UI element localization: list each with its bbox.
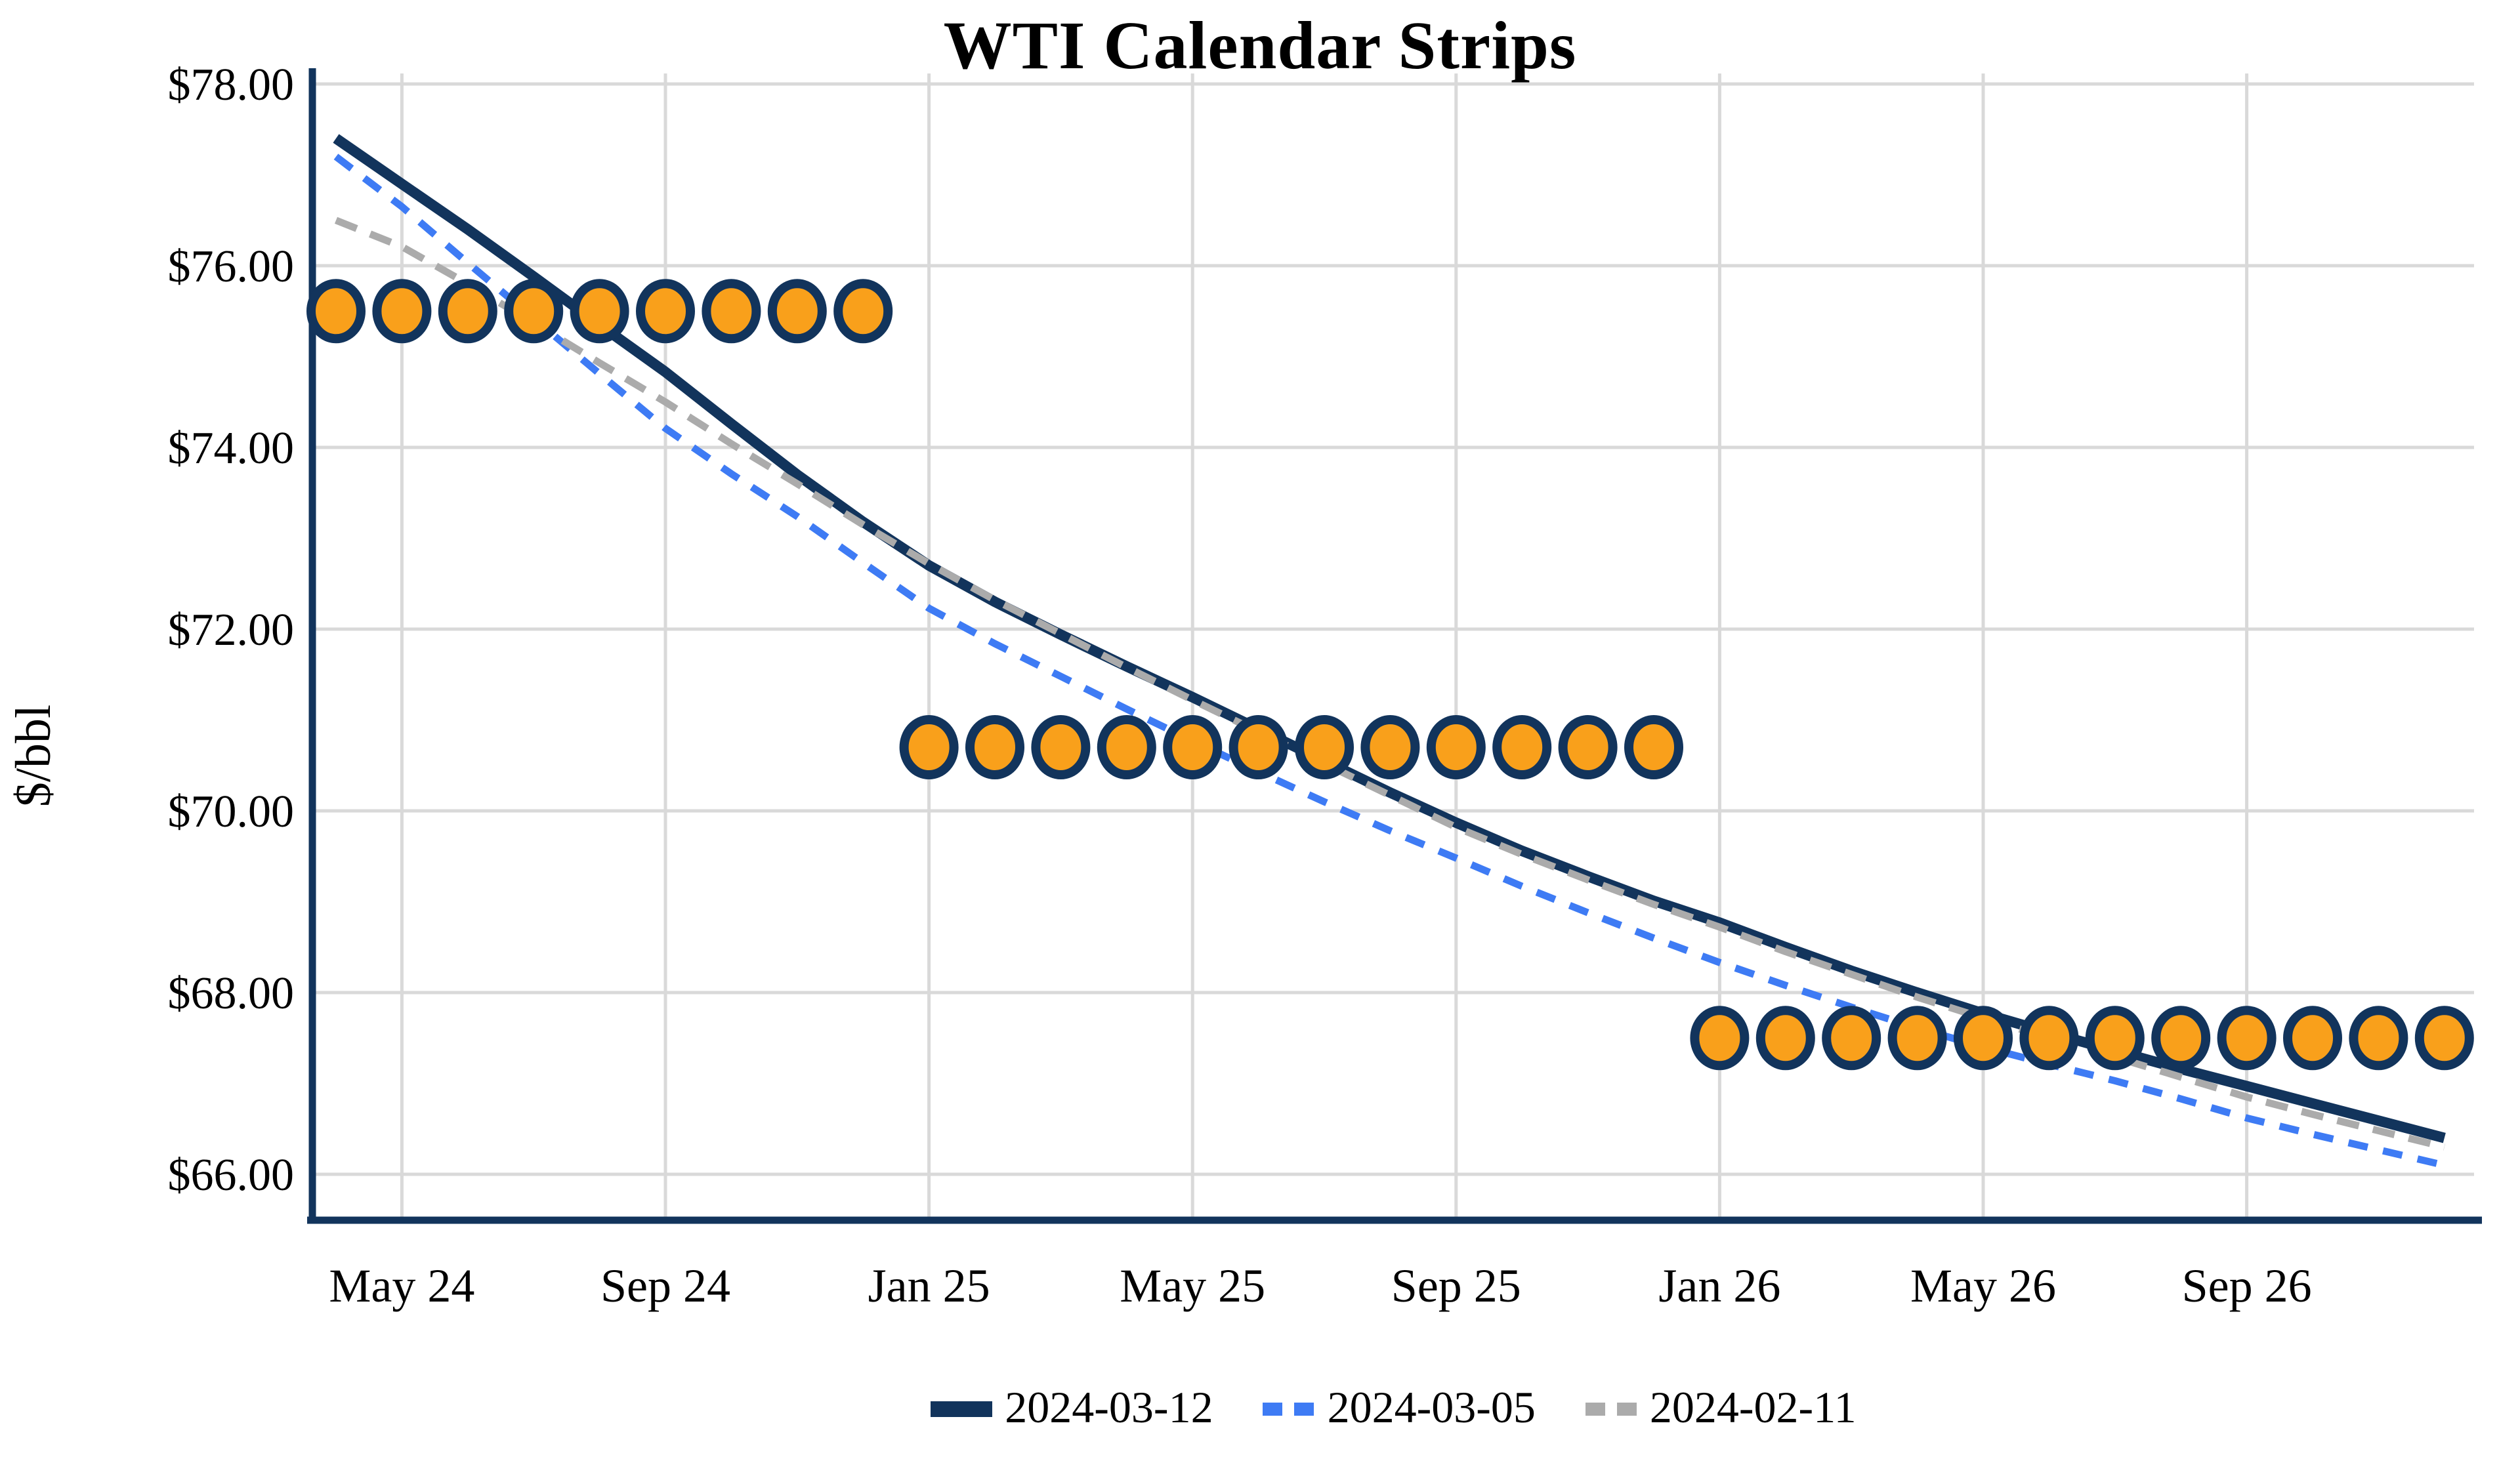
marker-dot bbox=[1097, 715, 1156, 780]
marker-dot bbox=[372, 279, 432, 344]
x-tick-label: May 26 bbox=[1910, 1260, 2056, 1312]
marker-dot bbox=[1624, 715, 1683, 780]
y-tick-label: $66.00 bbox=[168, 1150, 295, 1201]
marker-dot bbox=[2151, 1006, 2211, 1071]
y-tick-label: $78.00 bbox=[168, 60, 295, 110]
marker-dot bbox=[1492, 715, 1552, 780]
x-tick-label: Sep 24 bbox=[600, 1260, 730, 1312]
marker-dot bbox=[1228, 715, 1288, 780]
series-line-2024-03-05 bbox=[333, 154, 2446, 1169]
marker-dot bbox=[2414, 1006, 2474, 1071]
marker-dot bbox=[2349, 1006, 2408, 1071]
y-tick-label: $74.00 bbox=[168, 423, 295, 474]
x-tick-label: Sep 26 bbox=[2182, 1260, 2312, 1312]
marker-dot bbox=[1558, 715, 1618, 780]
legend: 2024-03-12 2024-03-05 2024-02-11 bbox=[312, 1372, 2474, 1446]
y-tick-label: $72.00 bbox=[168, 605, 295, 655]
legend-label: 2024-03-12 bbox=[1005, 1384, 1213, 1433]
dashed-line-swatch-icon bbox=[1585, 1403, 1637, 1416]
legend-dash-sample bbox=[1294, 1403, 1314, 1416]
marker-dot bbox=[1163, 715, 1223, 780]
legend-dash-sample bbox=[1263, 1403, 1283, 1416]
marker-dot bbox=[2085, 1006, 2145, 1071]
marker-dot bbox=[636, 279, 695, 344]
marker-dot bbox=[2217, 1006, 2277, 1071]
marker-dot bbox=[702, 279, 761, 344]
legend-label: 2024-03-05 bbox=[1327, 1384, 1536, 1433]
marker-dot bbox=[306, 279, 366, 344]
y-tick-label: $68.00 bbox=[168, 968, 295, 1019]
legend-item-2024-03-05: 2024-03-05 bbox=[1263, 1383, 1536, 1435]
legend-dash-sample bbox=[1585, 1403, 1605, 1416]
chart-title: WTI Calendar Strips bbox=[943, 9, 1577, 84]
marker-dot bbox=[570, 279, 629, 344]
marker-dot bbox=[1755, 1006, 1815, 1071]
legend-item-2024-03-12: 2024-03-12 bbox=[930, 1383, 1213, 1435]
marker-dot bbox=[438, 279, 497, 344]
legend-item-2024-02-11: 2024-02-11 bbox=[1585, 1383, 1857, 1435]
y-tick-label: $76.00 bbox=[168, 241, 295, 292]
marker-dot bbox=[767, 279, 827, 344]
marker-dot bbox=[899, 715, 959, 780]
legend-line-sample bbox=[930, 1401, 992, 1417]
x-tick-label: Jan 26 bbox=[1658, 1260, 1780, 1312]
marker-dot bbox=[833, 279, 893, 344]
y-tick-label: $70.00 bbox=[168, 787, 295, 837]
marker-dot bbox=[1887, 1006, 1947, 1071]
marker-dot bbox=[1690, 1006, 1750, 1071]
x-tick-label: May 25 bbox=[1120, 1260, 1265, 1312]
x-tick-label: Jan 25 bbox=[868, 1260, 990, 1312]
marker-dot bbox=[965, 715, 1024, 780]
marker-dot bbox=[1822, 1006, 1881, 1071]
legend-label: 2024-02-11 bbox=[1649, 1384, 1857, 1433]
marker-dot bbox=[1360, 715, 1420, 780]
marker-dot bbox=[1426, 715, 1486, 780]
solid-line-swatch-icon bbox=[930, 1401, 992, 1417]
marker-dot bbox=[1031, 715, 1091, 780]
marker-dot bbox=[2283, 1006, 2342, 1071]
x-tick-label: Sep 25 bbox=[1391, 1260, 1521, 1312]
x-tick-label: May 24 bbox=[329, 1260, 474, 1312]
dashed-line-swatch-icon bbox=[1263, 1403, 1314, 1416]
marker-dot bbox=[2019, 1006, 2079, 1071]
marker-dot bbox=[1954, 1006, 2013, 1071]
legend-dash-sample bbox=[1616, 1403, 1637, 1416]
marker-dot bbox=[504, 279, 564, 344]
marker-dot bbox=[1295, 715, 1354, 780]
